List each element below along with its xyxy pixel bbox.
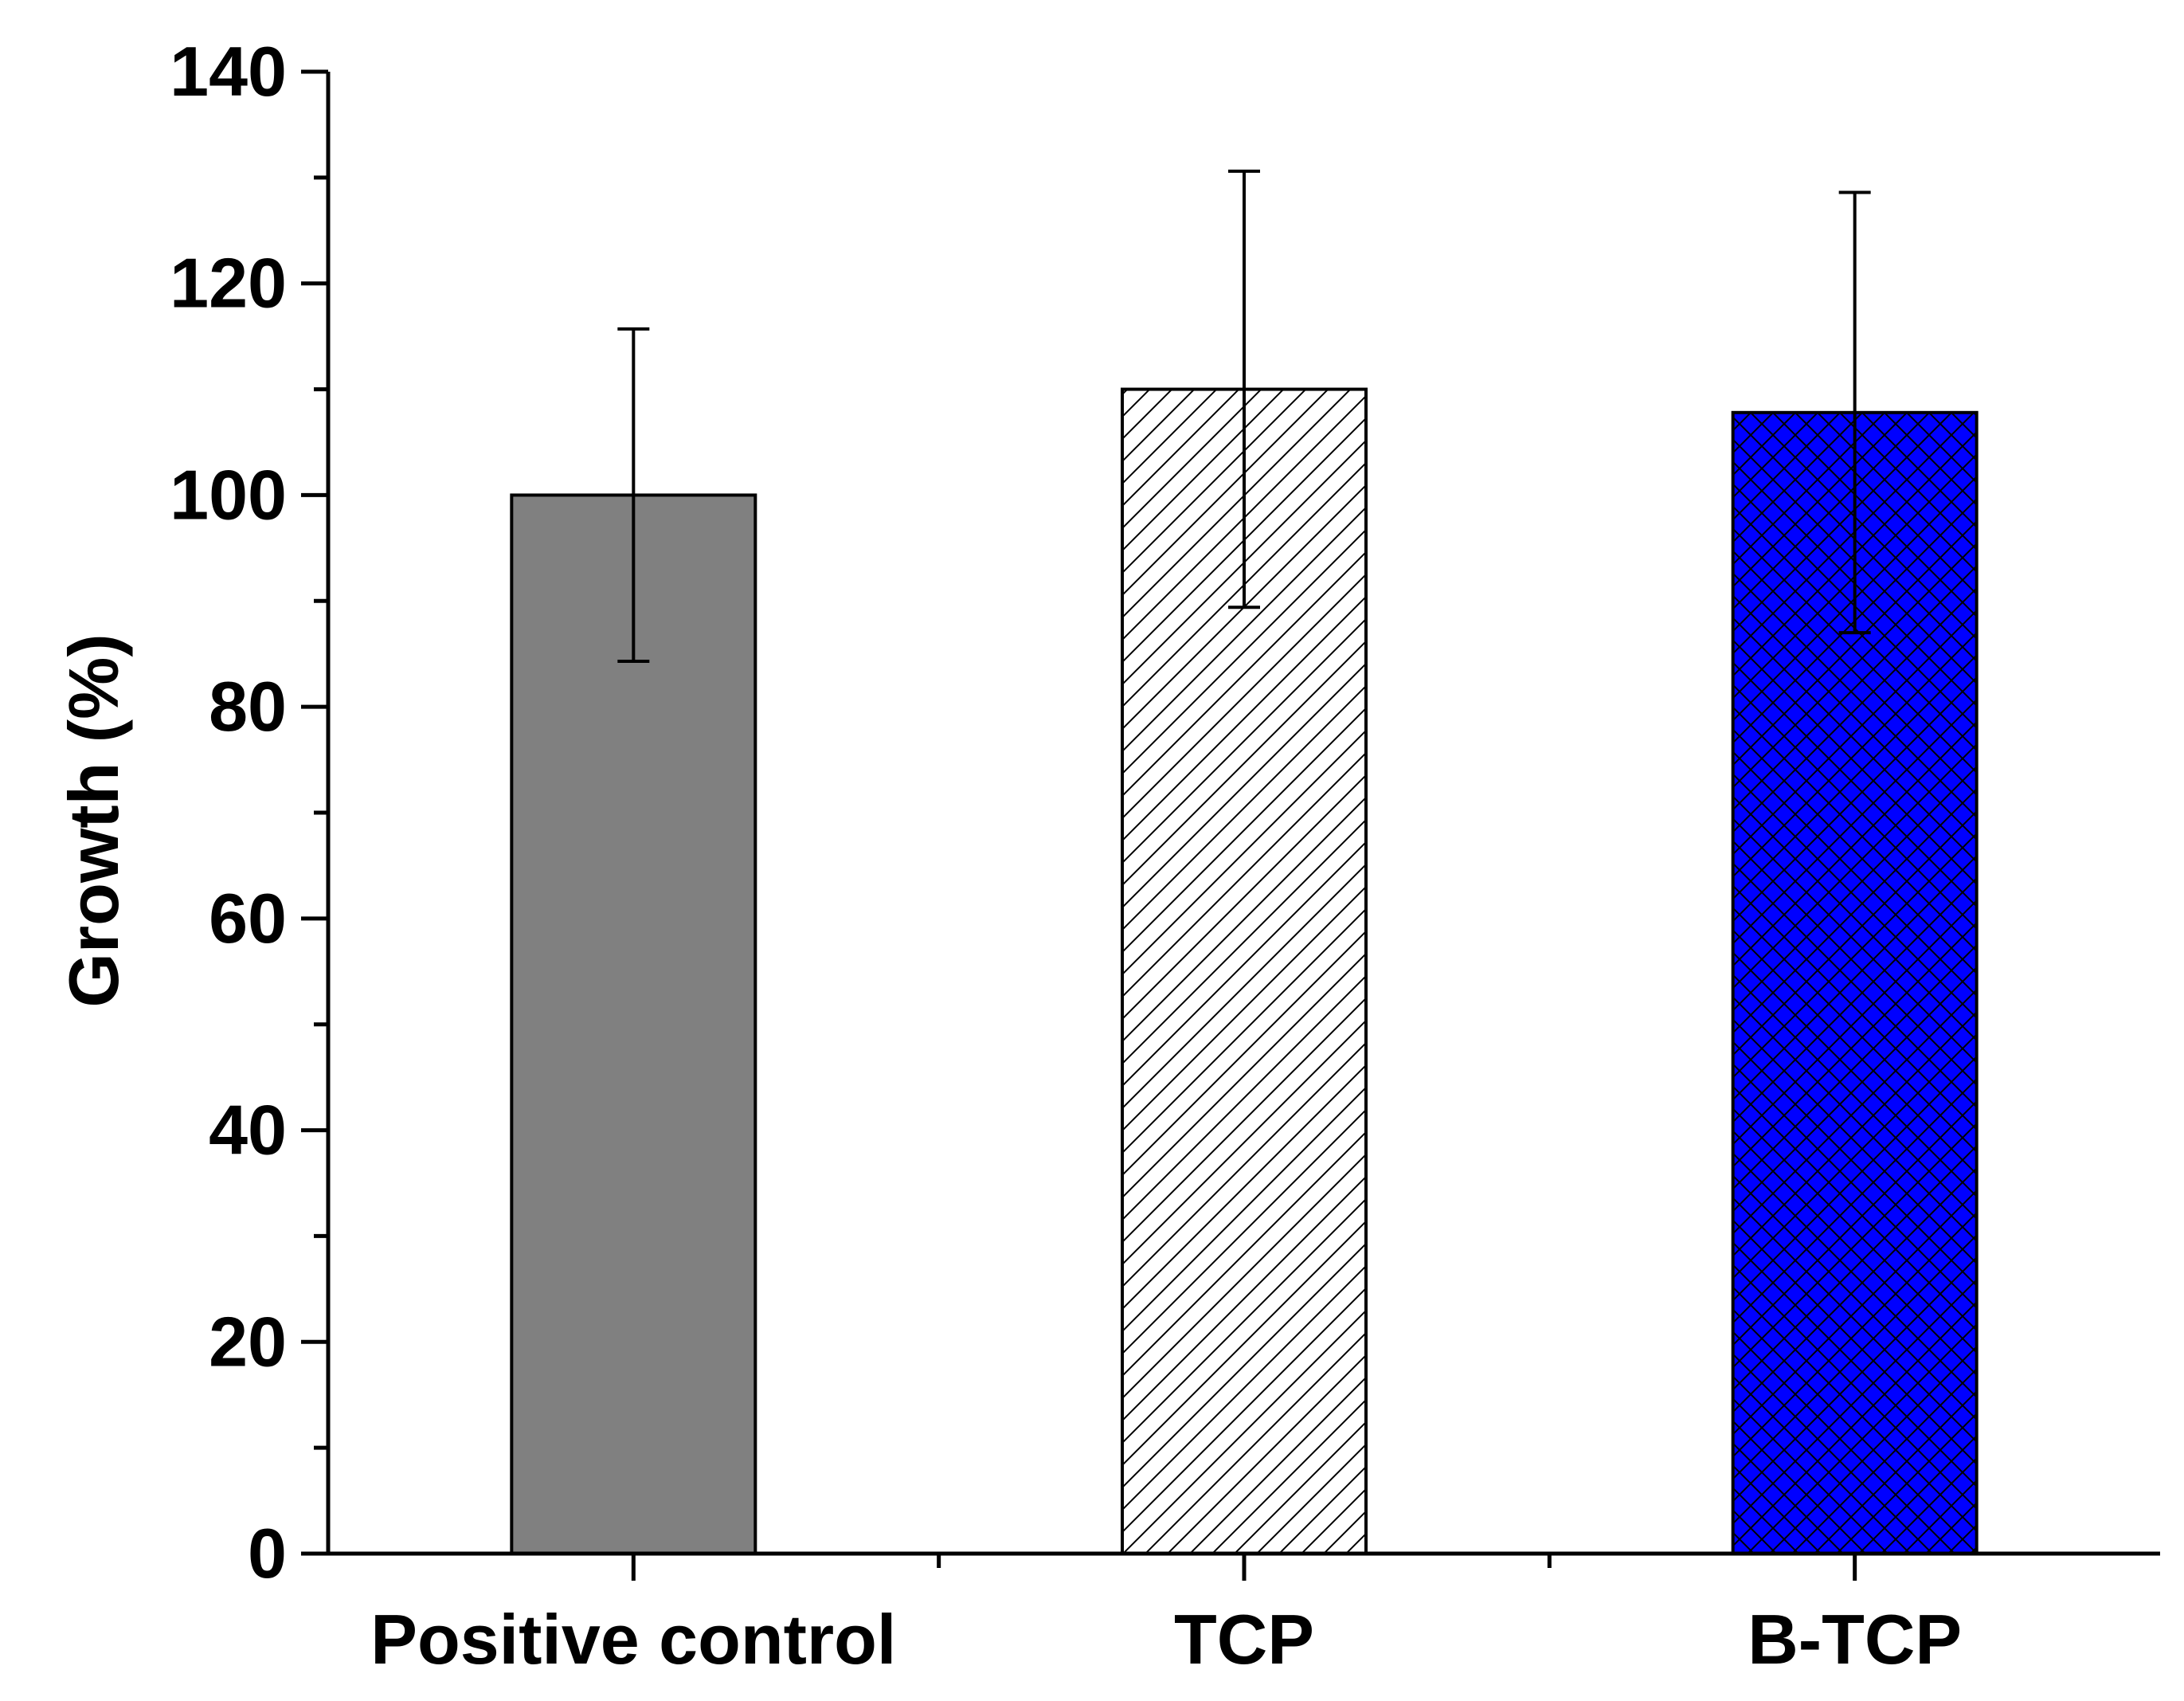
error-bars-layer <box>617 169 1871 664</box>
bar-positive-control <box>510 493 757 1555</box>
y-tick-label-140: 140 <box>170 32 287 111</box>
y-axis-title: Growth (%) <box>54 633 133 1007</box>
y-tick-label-40: 40 <box>209 1091 287 1170</box>
y-tick-label-120: 120 <box>170 244 287 323</box>
y-tick-label-60: 60 <box>209 879 287 958</box>
y-tick-label-80: 80 <box>209 667 287 746</box>
x-tick-label-tcp: TCP <box>1174 1600 1314 1679</box>
axes-layer <box>301 69 2160 1581</box>
labels-layer: Positive control TCP B-TCP 0 20 40 60 80 100 120 1… <box>170 32 1962 1679</box>
x-tick-label-positive-control: Positive control <box>370 1600 896 1679</box>
x-tick-label-b-tcp: B-TCP <box>1748 1600 1962 1679</box>
y-tick-label-100: 100 <box>170 455 287 534</box>
y-tick-label-20: 20 <box>209 1302 287 1381</box>
y-tick-label-0: 0 <box>248 1514 287 1593</box>
